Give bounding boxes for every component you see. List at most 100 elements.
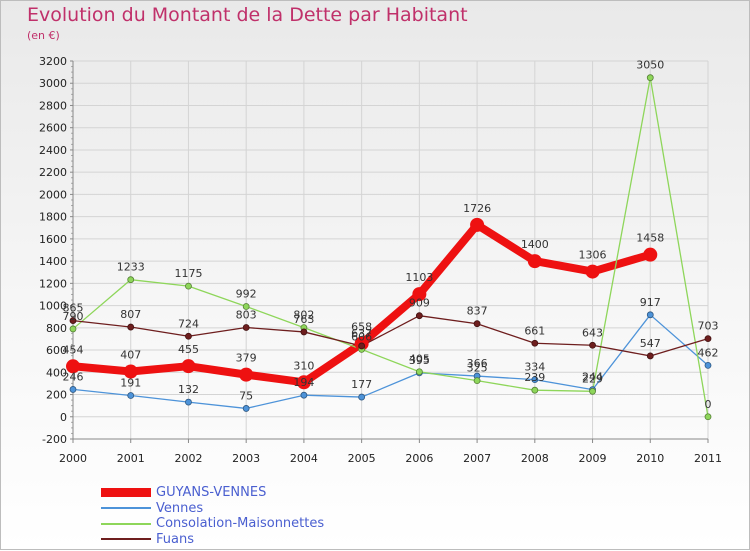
data-point bbox=[127, 276, 135, 284]
legend-swatch bbox=[101, 507, 151, 510]
data-point bbox=[127, 392, 135, 399]
data-label: 191 bbox=[120, 377, 141, 390]
data-point bbox=[585, 264, 600, 279]
data-label: 1400 bbox=[521, 238, 549, 251]
data-label: 75 bbox=[239, 389, 253, 402]
series-points bbox=[66, 74, 712, 421]
data-label: 229 bbox=[582, 372, 603, 385]
data-point bbox=[646, 352, 654, 360]
data-label: 3050 bbox=[636, 59, 664, 72]
x-tick-label: 2001 bbox=[117, 452, 145, 465]
data-point bbox=[69, 317, 77, 324]
data-label: 661 bbox=[524, 324, 545, 337]
y-tick-label: 200 bbox=[46, 389, 67, 402]
data-label: 992 bbox=[236, 287, 257, 300]
legend-item: Fuans bbox=[101, 532, 324, 548]
x-tick-label: 2009 bbox=[579, 452, 607, 465]
data-label: 909 bbox=[409, 297, 430, 310]
legend-label: GUYANS-VENNES bbox=[156, 485, 267, 501]
legend-label: Consolation-Maisonnettes bbox=[156, 516, 325, 532]
data-point bbox=[185, 332, 192, 340]
data-label: 917 bbox=[640, 296, 661, 309]
data-point bbox=[643, 247, 658, 262]
y-tick-label: 3200 bbox=[39, 55, 67, 68]
legend-label: Fuans bbox=[156, 531, 194, 547]
data-point bbox=[646, 311, 654, 319]
data-label: 379 bbox=[236, 352, 257, 365]
data-point bbox=[704, 362, 712, 369]
data-label: 763 bbox=[293, 313, 314, 326]
data-label: 1306 bbox=[579, 249, 607, 262]
data-point bbox=[473, 320, 481, 328]
data-label: 1233 bbox=[117, 261, 145, 274]
data-point bbox=[412, 287, 427, 302]
data-point bbox=[69, 325, 77, 333]
x-tick-label: 2005 bbox=[348, 452, 376, 465]
data-point bbox=[646, 74, 654, 82]
data-label: 310 bbox=[293, 359, 314, 372]
data-label: 407 bbox=[120, 349, 141, 362]
data-point bbox=[181, 359, 196, 374]
data-labels: 454 407 455 379 310 658 1103 1726 1400 1306 1458 24… bbox=[63, 59, 719, 411]
data-label: 194 bbox=[293, 376, 314, 389]
legend-item: Consolation-Maisonnettes bbox=[101, 516, 324, 532]
data-point bbox=[239, 367, 254, 382]
data-point bbox=[531, 386, 539, 394]
data-point bbox=[185, 282, 192, 290]
data-label: 132 bbox=[178, 383, 199, 396]
y-tick-label: 2200 bbox=[39, 166, 67, 179]
data-point bbox=[296, 375, 311, 390]
legend-label: Vennes bbox=[156, 500, 204, 516]
data-label: 547 bbox=[640, 337, 661, 350]
data-label: 0 bbox=[705, 398, 712, 411]
data-label: 703 bbox=[698, 320, 719, 333]
data-label: 803 bbox=[236, 308, 257, 321]
series-line-vennes bbox=[72, 314, 709, 410]
series-lines bbox=[69, 77, 709, 418]
x-tick-label: 2000 bbox=[59, 452, 87, 465]
data-point bbox=[704, 413, 712, 421]
data-label: 637 bbox=[351, 327, 372, 340]
data-label: 177 bbox=[351, 378, 372, 391]
y-tick-label: -200 bbox=[42, 433, 67, 446]
y-tick-label: 0 bbox=[60, 411, 67, 424]
y-tick-label: 600 bbox=[46, 344, 67, 357]
x-tick-label: 2010 bbox=[636, 452, 664, 465]
y-tick-label: 2000 bbox=[39, 188, 67, 201]
chart-title: Evolution du Montant de la Dette par Hab… bbox=[27, 4, 468, 26]
y-tick-label: 1600 bbox=[39, 233, 67, 246]
data-point bbox=[66, 359, 80, 374]
legend-item: Vennes bbox=[101, 501, 324, 517]
data-point bbox=[127, 323, 135, 331]
data-label: 455 bbox=[178, 343, 199, 356]
data-point bbox=[300, 328, 308, 336]
data-point bbox=[358, 393, 366, 401]
data-label: 807 bbox=[120, 308, 141, 321]
data-point bbox=[242, 303, 250, 310]
data-point bbox=[242, 405, 250, 412]
data-label: 643 bbox=[582, 326, 603, 339]
data-label: 724 bbox=[178, 317, 199, 330]
data-label: 1103 bbox=[405, 271, 433, 284]
data-point bbox=[704, 335, 712, 343]
data-point bbox=[242, 324, 250, 331]
data-label: 606 bbox=[351, 330, 372, 343]
data-label: 1458 bbox=[636, 232, 664, 245]
data-point bbox=[589, 387, 596, 395]
y-tick-label: 800 bbox=[46, 322, 67, 335]
grid bbox=[72, 60, 709, 440]
y-tick-label: 1800 bbox=[39, 211, 67, 224]
data-label: 790 bbox=[63, 310, 84, 323]
data-label: 658 bbox=[351, 321, 372, 334]
data-label: 246 bbox=[63, 370, 84, 383]
data-point bbox=[470, 217, 485, 232]
data-label: 325 bbox=[467, 362, 488, 375]
data-label: 462 bbox=[698, 346, 719, 359]
y-tick-label: 400 bbox=[46, 366, 67, 379]
x-tick-label: 2002 bbox=[174, 452, 202, 465]
x-tick-label: 2004 bbox=[290, 452, 318, 465]
y-tick-label: 2800 bbox=[39, 99, 67, 112]
data-label: 1175 bbox=[174, 267, 202, 280]
axes: -200 0 200 400 600 800 1000 1200 1400 1600 1800 200… bbox=[39, 55, 722, 465]
